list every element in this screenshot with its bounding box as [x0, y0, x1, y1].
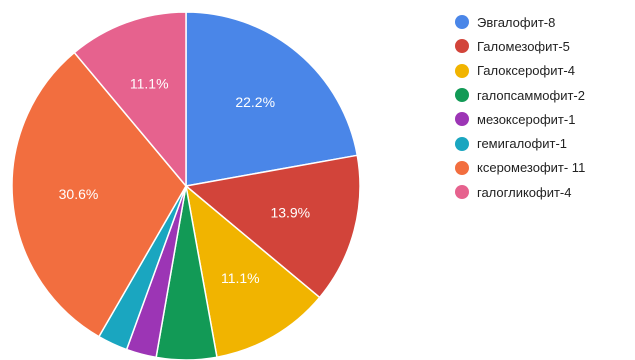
legend-swatch: [455, 136, 469, 151]
legend-swatch: [455, 15, 469, 30]
legend-label: мезоксерофит-1: [477, 111, 576, 127]
legend-item: галогликофит-4: [455, 180, 585, 204]
legend-item: Эвгалофит-8: [455, 10, 585, 34]
pie-slice-label-1: 13.9%: [270, 204, 310, 220]
pie-chart: 22.2% 13.9% 11.1% 30.6% 11.1%: [11, 11, 361, 360]
legend-swatch: [455, 63, 469, 78]
pie-slice-label-0: 22.2%: [235, 94, 275, 110]
legend-item: мезоксерофит-1: [455, 107, 585, 131]
pie-slice-label-6: 30.6%: [59, 186, 99, 202]
legend-item: Галомезофит-5: [455, 34, 585, 58]
legend-swatch: [455, 160, 469, 175]
legend-item: Галоксерофит-4: [455, 59, 585, 83]
pie-slice-7: [73, 11, 187, 189]
legend-item: гемигалофит-1: [455, 131, 585, 155]
legend-label: гемигалофит-1: [477, 136, 568, 152]
legend-label: ксеромезофит- 11: [477, 160, 586, 176]
legend-label: Эвгалофит-8: [477, 14, 556, 30]
pie-slice-6: [11, 51, 187, 338]
pie-slice-label-2: 11.1%: [221, 270, 260, 286]
legend-item: галопсаммофит-2: [455, 83, 585, 107]
pie-slice-2: [184, 184, 321, 359]
pie-slices: [11, 11, 361, 360]
legend-label: Галомезофит-5: [477, 38, 570, 54]
pie-slice-labels: 22.2% 13.9% 11.1% 30.6% 11.1%: [59, 75, 311, 286]
pie-slice-1: [184, 154, 361, 299]
legend-label: Галоксерофит-4: [477, 63, 575, 79]
pie-slice-0: [185, 11, 359, 187]
legend-swatch: [455, 39, 469, 54]
legend-swatch: [455, 88, 469, 103]
legend-swatch: [455, 185, 469, 200]
legend-label: галопсаммофит-2: [477, 87, 585, 103]
legend-swatch: [455, 112, 469, 127]
legend-label: галогликофит-4: [477, 184, 572, 200]
pie-slice-label-7: 11.1%: [130, 75, 169, 91]
legend-item: ксеромезофит- 11: [455, 156, 585, 180]
legend: Эвгалофит-8 Галомезофит-5 Галоксерофит-4 га…: [455, 10, 585, 204]
